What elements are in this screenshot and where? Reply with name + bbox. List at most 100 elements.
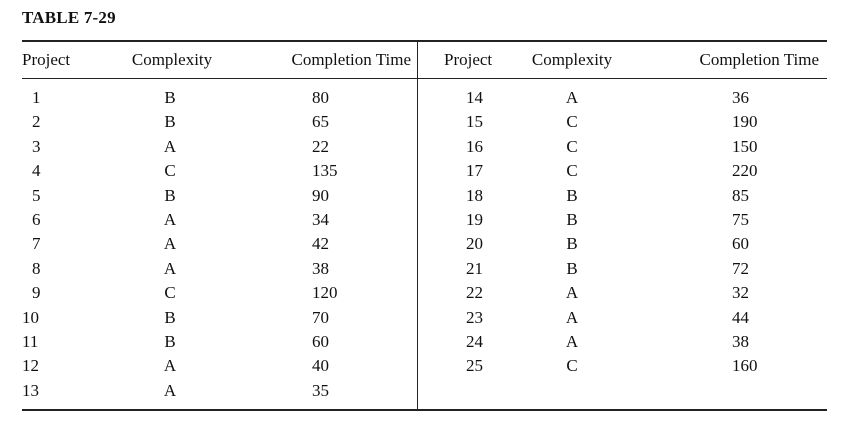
cell-project: 13 xyxy=(22,380,39,400)
cell-project: 5 xyxy=(32,185,41,205)
cell-complexity: B xyxy=(566,185,578,205)
table-row: 13 A 35 xyxy=(22,379,417,403)
cell-completion-time: 32 xyxy=(732,283,749,303)
cell-complexity: B xyxy=(164,112,176,132)
cell-project: 22 xyxy=(466,283,483,303)
cell-completion-time: 135 xyxy=(312,161,338,181)
table-row: 5 B 90 xyxy=(22,184,417,208)
cell-completion-time: 85 xyxy=(732,185,749,205)
header-project: Project xyxy=(444,50,493,69)
right-rows: 14 A 36 15 C 190 16 C 150 17 C 220 18 B 85 19 B 75 20 B 60 21… xyxy=(424,86,819,379)
table-row: 20 B 60 xyxy=(424,232,819,256)
header-project: Project xyxy=(22,50,71,69)
cell-complexity: A xyxy=(565,88,579,107)
cell-completion-time: 90 xyxy=(312,185,329,205)
cell-project: 3 xyxy=(32,136,41,156)
cell-complexity: C xyxy=(566,136,578,156)
cell-project: 7 xyxy=(32,234,41,254)
table-row: 6 A 34 xyxy=(22,208,417,232)
cell-completion-time: 80 xyxy=(312,88,329,107)
table-row: 7 A 42 xyxy=(22,232,417,256)
cell-complexity: C xyxy=(566,356,578,376)
table-row: 17 C 220 xyxy=(424,159,819,183)
table-row: 23 A 44 xyxy=(424,306,819,330)
left-rows: 1 B 80 2 B 65 3 A 22 4 C 135 5 B 90 6 A 34 7 A 42 8 A 38 9 C 120 10… xyxy=(22,86,417,403)
cell-completion-time: 34 xyxy=(312,209,329,229)
cell-complexity: A xyxy=(163,258,177,278)
cell-project: 10 xyxy=(22,307,39,327)
cell-completion-time: 65 xyxy=(312,112,329,132)
cell-project: 24 xyxy=(466,331,483,351)
cell-complexity: B xyxy=(566,258,578,278)
table-row: 24 A 38 xyxy=(424,330,819,354)
cell-completion-time: 36 xyxy=(732,88,749,107)
column-group-divider xyxy=(417,42,418,409)
cell-project: 4 xyxy=(32,161,41,181)
right-header-row: Project Complexity Completion Time xyxy=(424,42,819,78)
cell-completion-time: 35 xyxy=(312,380,329,400)
table-top-rule xyxy=(22,40,827,42)
cell-complexity: A xyxy=(163,209,177,229)
table-row: 2 B 65 xyxy=(22,110,417,134)
cell-completion-time: 150 xyxy=(732,136,758,156)
cell-complexity: A xyxy=(163,380,177,400)
cell-completion-time: 60 xyxy=(312,331,329,351)
cell-completion-time: 75 xyxy=(732,209,749,229)
cell-project: 25 xyxy=(466,356,483,376)
table-row: 15 C 190 xyxy=(424,110,819,134)
table-row: 18 B 85 xyxy=(424,184,819,208)
cell-project: 16 xyxy=(466,136,483,156)
cell-complexity: B xyxy=(164,185,176,205)
cell-project: 8 xyxy=(32,258,41,278)
cell-complexity: B xyxy=(566,209,578,229)
cell-completion-time: 38 xyxy=(732,331,749,351)
cell-complexity: C xyxy=(164,161,176,181)
cell-complexity: A xyxy=(163,356,177,376)
cell-complexity: B xyxy=(164,331,176,351)
table-row: 4 C 135 xyxy=(22,159,417,183)
cell-complexity: A xyxy=(565,307,579,327)
cell-project: 19 xyxy=(466,209,483,229)
table-row: 1 B 80 xyxy=(22,86,417,110)
cell-completion-time: 22 xyxy=(312,136,329,156)
cell-project: 11 xyxy=(22,331,39,351)
cell-complexity: B xyxy=(164,88,176,107)
table-row: 25 C 160 xyxy=(424,354,819,378)
cell-complexity: A xyxy=(163,136,177,156)
cell-complexity: B xyxy=(566,234,578,254)
cell-completion-time: 190 xyxy=(732,112,758,132)
header-completion-time: Completion Time xyxy=(699,50,820,69)
cell-complexity: A xyxy=(565,283,579,303)
table-row: 10 B 70 xyxy=(22,306,417,330)
cell-project: 9 xyxy=(32,283,41,303)
cell-project: 6 xyxy=(32,209,41,229)
table-bottom-rule xyxy=(22,409,827,411)
cell-complexity: A xyxy=(565,331,579,351)
cell-completion-time: 72 xyxy=(732,258,749,278)
table-row: 22 A 32 xyxy=(424,281,819,305)
table-row: 3 A 22 xyxy=(22,135,417,159)
table-row: 9 C 120 xyxy=(22,281,417,305)
cell-project: 12 xyxy=(22,356,39,376)
cell-complexity: C xyxy=(566,161,578,181)
cell-project: 21 xyxy=(466,258,483,278)
cell-project: 23 xyxy=(466,307,483,327)
cell-completion-time: 44 xyxy=(732,307,749,327)
left-header-row: Project Complexity Completion Time xyxy=(22,42,417,78)
cell-completion-time: 220 xyxy=(732,161,758,181)
table-row: 19 B 75 xyxy=(424,208,819,232)
cell-completion-time: 42 xyxy=(312,234,329,254)
cell-project: 17 xyxy=(466,161,483,181)
table-row: 11 B 60 xyxy=(22,330,417,354)
cell-project: 15 xyxy=(466,112,483,132)
table-title: TABLE 7-29 xyxy=(22,8,116,27)
cell-complexity: B xyxy=(164,307,176,327)
table-row: 16 C 150 xyxy=(424,135,819,159)
table-row: 21 B 72 xyxy=(424,257,819,281)
cell-completion-time: 120 xyxy=(312,283,338,303)
table-row: 12 A 40 xyxy=(22,354,417,378)
table-row: 8 A 38 xyxy=(22,257,417,281)
cell-project: 14 xyxy=(466,88,483,107)
cell-project: 18 xyxy=(466,185,483,205)
header-complexity: Complexity xyxy=(131,50,213,69)
